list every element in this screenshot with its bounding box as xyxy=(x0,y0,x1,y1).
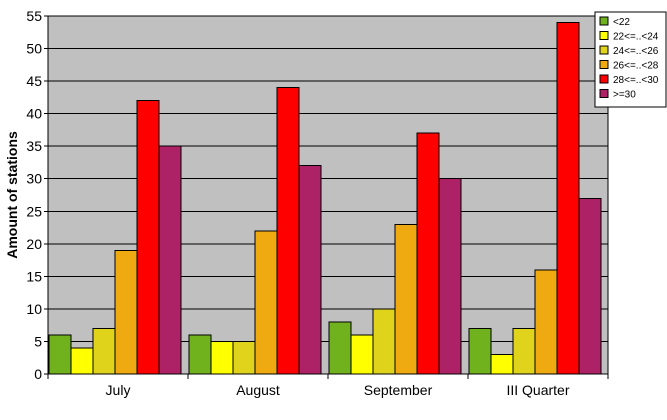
legend-swatch xyxy=(599,45,609,55)
x-category-label: III Quarter xyxy=(506,382,569,398)
bar-<22 xyxy=(468,327,492,375)
y-tick-label: 45 xyxy=(26,73,42,89)
x-category-label: September xyxy=(364,382,433,398)
bar-26<=..<28 xyxy=(254,230,278,375)
x-category-label: August xyxy=(236,382,280,398)
bar-28<=..<30 xyxy=(556,22,580,375)
y-axis-title: Amount of stations xyxy=(4,131,20,259)
y-tick-label: 0 xyxy=(34,366,42,382)
bar-<22 xyxy=(188,334,212,375)
bar-22<=..<24 xyxy=(350,334,374,375)
plot-border xyxy=(47,15,609,375)
bar-22<=..<24 xyxy=(490,353,514,375)
y-tick-label: 5 xyxy=(34,333,42,349)
bar-<22 xyxy=(328,321,352,375)
y-tick-label: 20 xyxy=(26,236,42,252)
legend-swatch xyxy=(599,60,609,69)
y-tick-label: 15 xyxy=(26,268,42,284)
legend-label: 26<=..<28 xyxy=(613,61,659,72)
legend-swatch xyxy=(599,16,609,26)
bar-26<=..<28 xyxy=(394,223,418,375)
legend-swatch xyxy=(599,89,609,98)
bar-24<=..<26 xyxy=(512,327,536,375)
legend-label: <22 xyxy=(613,17,630,28)
bar-22<=..<24 xyxy=(70,347,94,375)
y-tick-label: 30 xyxy=(26,171,42,187)
x-category-label: July xyxy=(106,382,131,398)
bar-26<=..<28 xyxy=(114,249,138,375)
y-tick-label: 40 xyxy=(26,106,42,122)
bar->=30 xyxy=(578,197,602,375)
bar->=30 xyxy=(158,145,182,375)
legend-label: 28<=..<30 xyxy=(613,75,659,86)
bar-24<=..<26 xyxy=(92,327,116,375)
bar-22<=..<24 xyxy=(210,340,234,375)
legend-label: >=30 xyxy=(613,90,636,101)
bar-28<=..<30 xyxy=(416,132,440,375)
bar-28<=..<30 xyxy=(136,100,160,375)
y-tick-label: 35 xyxy=(26,138,42,154)
y-tick-label: 10 xyxy=(26,301,42,317)
y-tick-label: 50 xyxy=(26,41,42,57)
bar->=30 xyxy=(298,165,322,375)
bar-24<=..<26 xyxy=(372,308,396,375)
bar-24<=..<26 xyxy=(232,340,256,375)
bar-26<=..<28 xyxy=(534,269,558,375)
bar-<22 xyxy=(48,334,72,375)
bar->=30 xyxy=(438,178,462,375)
legend-swatch xyxy=(599,31,609,40)
legend-label: 24<=..<26 xyxy=(613,46,659,57)
y-tick-label: 25 xyxy=(26,203,42,219)
y-tick-label: 55 xyxy=(26,8,42,24)
legend-swatch xyxy=(599,74,609,84)
legend-label: 22<=..<24 xyxy=(613,32,659,43)
bar-28<=..<30 xyxy=(276,87,300,375)
